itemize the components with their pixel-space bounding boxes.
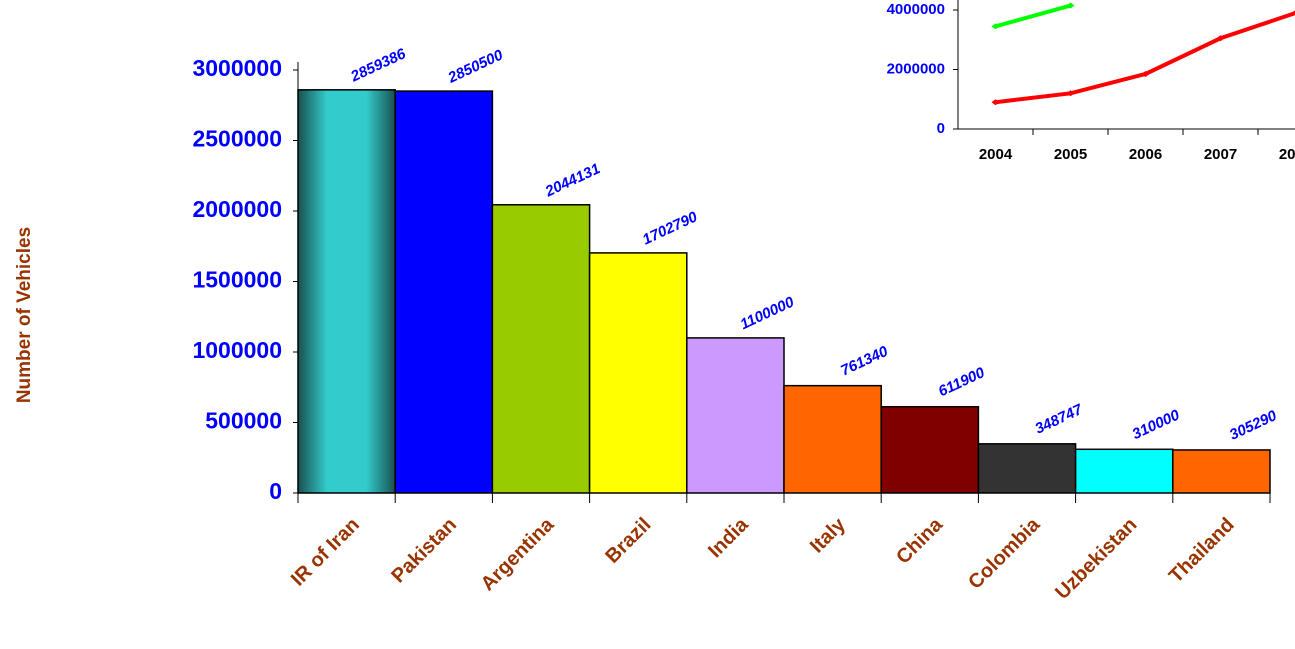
x-tick-label: 2004 (979, 146, 1013, 163)
x-tick-label: Argentina (477, 513, 559, 595)
x-tick-label: 2007 (1204, 146, 1237, 163)
bar (686, 337, 785, 494)
value-label: 2044131 (542, 160, 603, 201)
marker (991, 99, 1000, 106)
value-label: 310000 (1130, 406, 1183, 443)
bar (491, 204, 591, 494)
value-label: 305290 (1227, 407, 1280, 444)
y-tick-label: 4000000 (887, 1, 945, 18)
y-tick-label: 500000 (205, 408, 282, 434)
marker (1291, 10, 1295, 16)
value-label: 348747 (1032, 401, 1085, 438)
marker (1216, 35, 1225, 42)
value-label: 2850500 (445, 46, 507, 87)
bar (1172, 449, 1271, 494)
x-tick-label: Thailand (1165, 514, 1239, 588)
value-label: 1702790 (640, 208, 701, 248)
bar (297, 89, 396, 494)
bar (588, 252, 688, 494)
x-tick-label: 2008 (1279, 146, 1295, 163)
value-label: 611900 (936, 364, 988, 400)
bar (880, 405, 980, 494)
line (995, 11, 1295, 105)
x-tick-label: IR of Iran (287, 514, 364, 591)
x-tick-label: Pakistan (387, 514, 461, 588)
bar (394, 90, 494, 494)
y-tick-label: 1500000 (192, 267, 282, 293)
bar (783, 384, 882, 494)
marker (1066, 90, 1075, 97)
x-tick-label: China (892, 513, 947, 568)
y-tick-label: 2000000 (887, 60, 945, 77)
value-label: 761340 (838, 343, 891, 380)
x-tick-label: Uzbekistan (1051, 514, 1141, 604)
y-tick-label: 0 (937, 120, 945, 137)
x-tick-label: Italy (806, 513, 850, 557)
value-label: 2859386 (347, 45, 409, 86)
value-label: 1100000 (738, 293, 798, 333)
y-tick-label: 2500000 (192, 126, 282, 152)
x-tick-label: Colombia (964, 513, 1045, 594)
x-tick-label: 2006 (1129, 146, 1162, 163)
x-tick-label: India (704, 513, 753, 562)
marker (991, 23, 1000, 30)
y-tick-label: 1000000 (192, 337, 282, 363)
y-tick-label: 0 (269, 478, 282, 504)
x-tick-label: Brazil (601, 514, 655, 568)
y-axis-title: Number of Vehicles (14, 227, 35, 403)
bar (1074, 448, 1174, 494)
y-tick-label: 2000000 (192, 196, 282, 222)
x-tick-label: 2005 (1054, 146, 1087, 163)
bar (977, 443, 1077, 494)
marker (1066, 2, 1075, 9)
line (994, 3, 1072, 29)
marker (1141, 70, 1150, 77)
y-tick-label: 3000000 (192, 55, 282, 81)
